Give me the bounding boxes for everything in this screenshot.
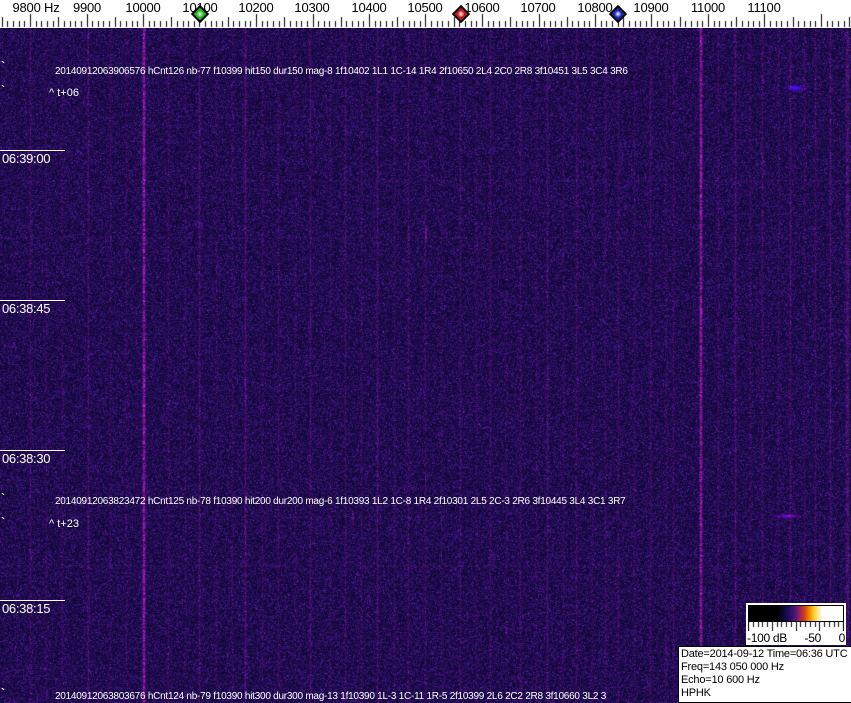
db-gradient-bar (748, 605, 844, 622)
freq-tick-label: 10600 (464, 0, 500, 15)
db-scale-labels: -100 dB -50 0 (747, 631, 845, 645)
freq-tick-label: 10000 (125, 0, 161, 15)
freq-tick-label: 10800 (577, 0, 613, 15)
freq-tick-label: 11100 (747, 0, 781, 15)
freq-tick-label: 10700 (520, 0, 556, 15)
info-line-frequency: Freq=143 050 000 Hz (681, 661, 784, 673)
frequency-ruler-ticks (0, 0, 851, 28)
info-line-echo: Echo=10 600 Hz (681, 674, 760, 686)
db-label-max: 0 (838, 631, 846, 645)
freq-tick-label: 9800 Hz (12, 0, 60, 15)
info-line-datetime: Date=2014-09-12 Time=06:36 UTC (681, 648, 848, 660)
freq-tick-label: 10200 (238, 0, 274, 15)
freq-tick-label: 10400 (351, 0, 387, 15)
freq-tick-label: 9900 (72, 0, 102, 15)
freq-tick-label: 11000 (690, 0, 726, 15)
info-line-station: HPHK (681, 687, 711, 699)
freq-tick-label: 10500 (407, 0, 443, 15)
info-panel: Date=2014-09-12 Time=06:36 UTC Freq=143 … (678, 646, 851, 703)
db-scale-legend: -100 dB -50 0 (746, 603, 846, 645)
db-label-mid: -50 (804, 631, 822, 645)
db-label-min: -100 dB (747, 631, 787, 645)
freq-tick-label: 10900 (633, 0, 669, 15)
frequency-ruler: 9800 Hz990010000101001020010300104001050… (0, 0, 851, 28)
freq-tick-label: 10300 (294, 0, 330, 15)
db-scale-ticks (748, 622, 844, 631)
spectrogram-waterfall (0, 28, 851, 703)
